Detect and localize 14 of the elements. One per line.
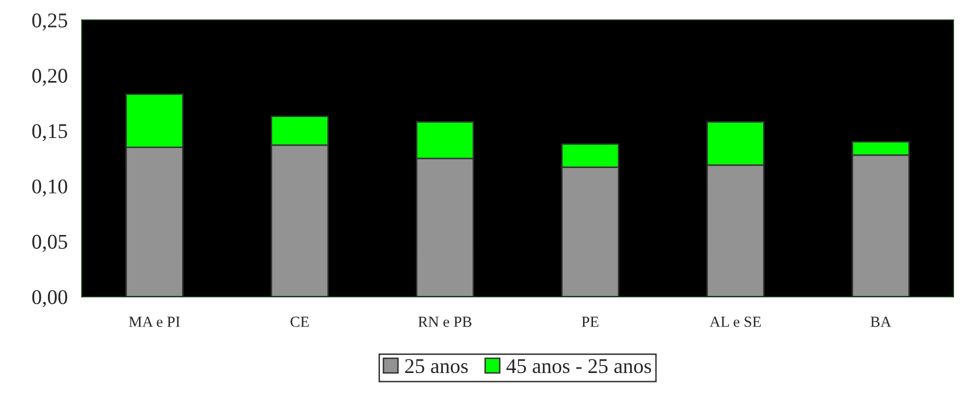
legend-label: 45 anos - 25 anos [506,359,652,374]
x-tick-label: CE [290,316,309,327]
x-tick-label: RN e PB [418,316,472,327]
x-tick-label: PE [582,316,598,327]
y-tick-label: 0,25 [32,13,68,30]
x-tick-label: AL e SE [710,316,761,327]
y-tick-label: 0,15 [32,124,68,142]
y-tick-label: 0,05 [32,234,68,252]
x-tick-label: BA [870,316,892,327]
y-tick-label: 0,20 [32,68,68,86]
y-tick-label: 0,00 [32,290,68,308]
legend-label: 25 anos [405,359,468,374]
x-tick-label: MA e PI [129,316,180,327]
y-tick-label: 0,10 [32,179,68,196]
